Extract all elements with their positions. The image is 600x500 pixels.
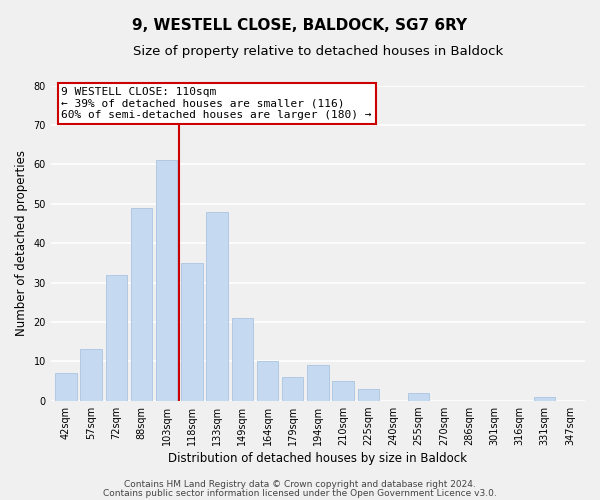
- Text: 9, WESTELL CLOSE, BALDOCK, SG7 6RY: 9, WESTELL CLOSE, BALDOCK, SG7 6RY: [133, 18, 467, 32]
- Bar: [80, 350, 102, 401]
- Bar: [131, 208, 152, 400]
- Bar: [534, 397, 556, 400]
- Bar: [106, 274, 127, 400]
- Bar: [181, 263, 203, 400]
- Text: Contains HM Land Registry data © Crown copyright and database right 2024.: Contains HM Land Registry data © Crown c…: [124, 480, 476, 489]
- Bar: [206, 212, 228, 400]
- Title: Size of property relative to detached houses in Baldock: Size of property relative to detached ho…: [133, 45, 503, 58]
- Y-axis label: Number of detached properties: Number of detached properties: [15, 150, 28, 336]
- Bar: [307, 365, 329, 400]
- X-axis label: Distribution of detached houses by size in Baldock: Distribution of detached houses by size …: [169, 452, 467, 465]
- Bar: [55, 373, 77, 400]
- Bar: [156, 160, 178, 400]
- Bar: [408, 393, 430, 400]
- Text: Contains public sector information licensed under the Open Government Licence v3: Contains public sector information licen…: [103, 488, 497, 498]
- Bar: [358, 389, 379, 400]
- Bar: [332, 381, 354, 400]
- Bar: [257, 362, 278, 401]
- Text: 9 WESTELL CLOSE: 110sqm
← 39% of detached houses are smaller (116)
60% of semi-d: 9 WESTELL CLOSE: 110sqm ← 39% of detache…: [61, 87, 372, 120]
- Bar: [282, 377, 304, 400]
- Bar: [232, 318, 253, 400]
